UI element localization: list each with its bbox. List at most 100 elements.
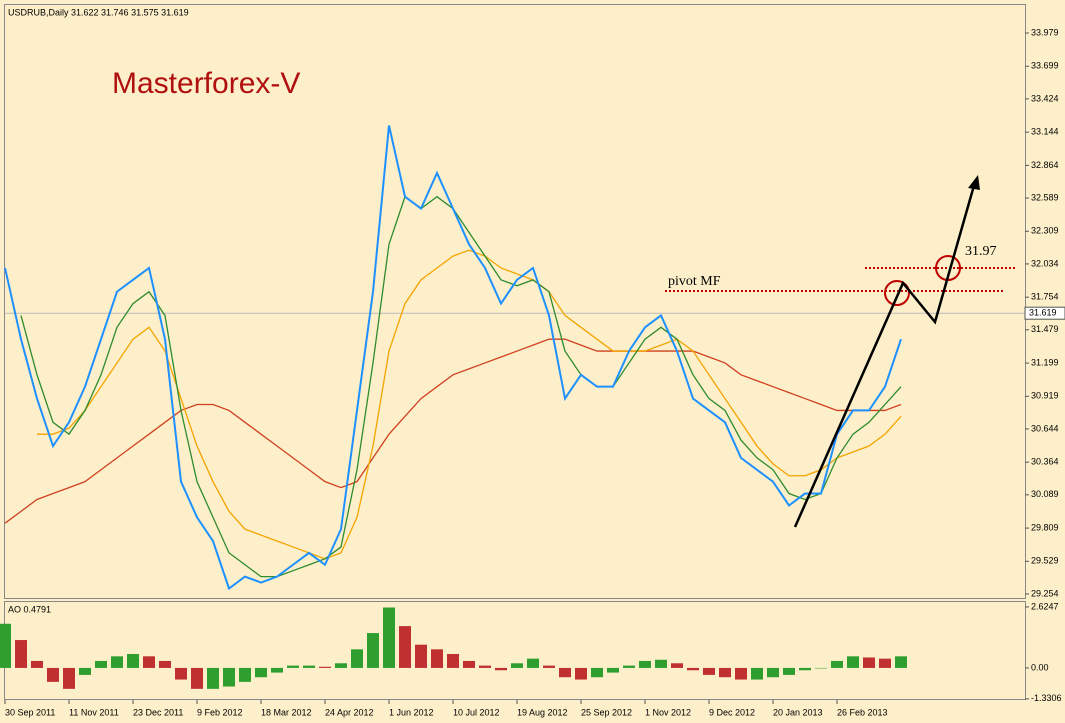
ao-bar <box>15 640 27 668</box>
ao-bar <box>671 663 683 668</box>
ao-bar <box>575 667 587 680</box>
ao-bar <box>63 667 75 689</box>
ao-bar <box>623 665 635 668</box>
ao-bar <box>191 667 203 689</box>
ao-bar <box>559 667 571 678</box>
ao-bar <box>447 653 459 668</box>
ao-bar <box>367 633 379 668</box>
brand-label: Masterforex-V <box>112 67 300 100</box>
ao-bar <box>0 623 11 668</box>
arrow-head <box>968 175 980 190</box>
forecast-arrow <box>793 181 977 528</box>
x-tick-label: 25 Sep 2012 <box>581 707 632 717</box>
ao-bar <box>383 607 395 668</box>
price-line-series <box>4 125 902 591</box>
y-tick-label: 32.864 <box>1031 160 1059 170</box>
chart-title: USDRUB,Daily 31.622 31.746 31.575 31.619 <box>8 7 189 17</box>
y-tick-label: 0.00 <box>1031 662 1049 672</box>
target-label: 31.97 <box>965 244 997 259</box>
ao-bar <box>95 660 107 668</box>
price-line-series <box>37 249 902 560</box>
y-tick-label: 30.919 <box>1031 391 1059 401</box>
x-tick-label: 9 Feb 2012 <box>197 707 243 717</box>
ao-bar <box>335 663 347 668</box>
price-line-series <box>4 338 902 524</box>
x-tick-label: 23 Dec 2011 <box>133 707 183 717</box>
ao-bar <box>815 667 827 669</box>
ao-bar <box>655 659 667 668</box>
y-tick-label: 32.589 <box>1031 192 1059 202</box>
ao-bar <box>703 667 715 675</box>
y-tick-label: 31.479 <box>1031 324 1059 334</box>
x-tick-label: 18 Mar 2012 <box>261 707 312 717</box>
ao-bar <box>255 667 267 678</box>
ao-bar <box>431 649 443 668</box>
y-tick-label: 2.6247 <box>1031 601 1059 611</box>
y-tick-label: 29.809 <box>1031 522 1059 532</box>
ao-bar <box>767 667 779 678</box>
annotations <box>665 175 1015 528</box>
ao-bar <box>31 660 43 668</box>
y-tick-label: 30.089 <box>1031 489 1059 499</box>
x-tick-label: 30 Sep 2011 <box>5 707 55 717</box>
ao-bar <box>863 657 875 668</box>
ao-bar <box>527 658 539 668</box>
ao-bar <box>607 667 619 673</box>
ao-bar <box>847 656 859 668</box>
y-tick-label: 33.424 <box>1031 93 1059 103</box>
x-tick-label: 19 Aug 2012 <box>517 707 568 717</box>
price-line-series <box>20 195 902 578</box>
x-tick-label: 1 Nov 2012 <box>645 707 691 717</box>
ao-bar <box>687 667 699 671</box>
x-tick-label: 26 Feb 2013 <box>837 707 888 717</box>
price-label: 31.619 <box>1029 308 1057 318</box>
ao-bar <box>111 656 123 668</box>
ao-bar <box>175 667 187 680</box>
y-tick-label: 31.199 <box>1031 357 1059 367</box>
ao-bar <box>511 663 523 668</box>
ao-bar <box>287 665 299 668</box>
ao-bar <box>591 667 603 678</box>
ao-bar <box>79 667 91 675</box>
main-frame <box>4 4 1026 599</box>
ao-bar <box>143 656 155 668</box>
y-tick-label: 30.364 <box>1031 457 1059 467</box>
ao-bar <box>271 667 283 673</box>
y-tick-label: 33.979 <box>1031 27 1059 37</box>
y-tick-label: 33.144 <box>1031 127 1059 137</box>
ao-bar <box>239 667 251 682</box>
ao-bar <box>719 667 731 678</box>
ao-bar <box>415 644 427 668</box>
ao-bar <box>831 660 843 668</box>
x-tick-label: 1 Jun 2012 <box>389 707 434 717</box>
x-tick-label: 10 Jul 2012 <box>453 707 500 717</box>
ao-bar <box>479 665 491 668</box>
x-tick-label: 20 Jan 2013 <box>773 707 823 717</box>
ao-bar <box>127 653 139 668</box>
x-tick-label: 11 Nov 2011 <box>69 707 119 717</box>
price-box <box>1024 306 1065 320</box>
ao-bar <box>495 667 507 671</box>
y-tick-label: -1.3306 <box>1031 693 1062 703</box>
ao-bar <box>879 658 891 668</box>
y-tick-label: 32.309 <box>1031 226 1059 236</box>
y-tick-label: 31.754 <box>1031 292 1059 302</box>
ao-bar <box>751 667 763 680</box>
ao-bar <box>399 626 411 668</box>
x-tick-label: 24 Apr 2012 <box>325 707 374 717</box>
x-tick-label: 9 Dec 2012 <box>709 707 755 717</box>
ao-title: AO 0.4791 <box>8 604 51 614</box>
y-tick-label: 32.034 <box>1031 258 1059 268</box>
ao-bar <box>895 656 907 668</box>
y-tick-label: 29.254 <box>1031 588 1059 598</box>
ao-bar <box>47 667 59 682</box>
ao-bar <box>319 666 331 668</box>
ao-bar <box>207 667 219 689</box>
ao-bar <box>783 667 795 675</box>
ao-bar <box>543 665 555 668</box>
ao-bar <box>303 665 315 668</box>
y-tick-label: 33.699 <box>1031 61 1059 71</box>
ao-bar <box>735 667 747 680</box>
circle <box>884 280 910 306</box>
